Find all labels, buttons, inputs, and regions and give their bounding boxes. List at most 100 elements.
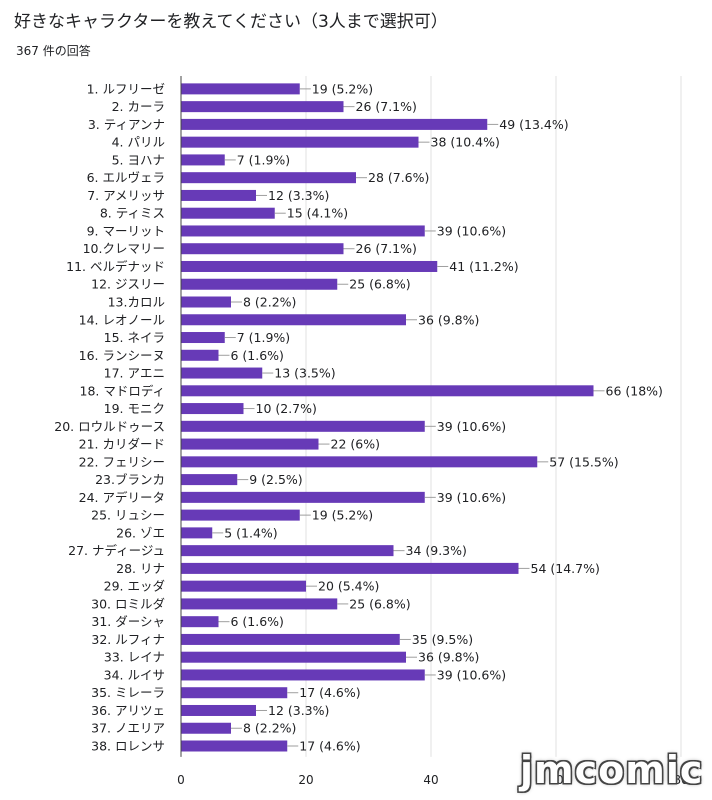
data-label: 36 (9.8%) (418, 650, 479, 665)
bar (181, 367, 263, 379)
bar (181, 651, 406, 663)
bar (181, 669, 425, 681)
bar (181, 243, 344, 255)
bar (181, 722, 231, 734)
category-label: 18. マドロディ (80, 383, 165, 398)
category-label: 17. アエニ (104, 366, 165, 381)
bar (181, 740, 288, 752)
data-label: 25 (6.8%) (349, 596, 410, 611)
category-label: 8. ティミス (100, 206, 165, 221)
data-label: 26 (7.1%) (356, 99, 417, 114)
bar (181, 633, 400, 645)
bar (181, 278, 338, 290)
data-label: 12 (3.3%) (268, 188, 329, 203)
category-label: 13.カロル (108, 295, 165, 310)
x-tick-label: 20 (298, 773, 313, 787)
category-label: 16. ランシーヌ (79, 348, 165, 363)
category-label: 33. レイナ (104, 650, 165, 665)
bar (181, 385, 594, 397)
category-label: 6. エルヴェラ (87, 170, 165, 185)
data-label: 25 (6.8%) (349, 277, 410, 292)
data-label: 26 (7.1%) (356, 241, 417, 256)
data-label: 13 (3.5%) (274, 366, 335, 381)
bar (181, 118, 488, 130)
category-label: 25. リュシー (91, 508, 165, 523)
data-label: 34 (9.3%) (406, 543, 467, 558)
bar (181, 687, 288, 699)
data-label: 39 (10.6%) (437, 490, 506, 505)
data-label: 8 (2.2%) (243, 295, 296, 310)
category-label: 21. カリダード (79, 437, 165, 452)
data-label: 39 (10.6%) (437, 419, 506, 434)
category-label: 3. ティアンナ (88, 117, 165, 132)
bar (181, 420, 425, 432)
category-labels: 1. ルフリーゼ 2. カーラ 3. ティアンナ 4. パリル 5. ヨハナ 6. エルヴ… (54, 81, 165, 753)
category-label: 4. パリル (112, 135, 165, 150)
response-count: 367 件の回答 (16, 44, 91, 58)
data-label: 7 (1.9%) (237, 152, 290, 167)
category-label: 1. ルフリーゼ (87, 81, 165, 96)
data-label: 5 (1.4%) (224, 525, 277, 540)
category-label: 30. ロミルダ (91, 596, 165, 611)
bar (181, 509, 300, 521)
data-label: 28 (7.6%) (368, 170, 429, 185)
data-label: 19 (5.2%) (312, 508, 373, 523)
data-label: 15 (4.1%) (287, 206, 348, 221)
category-label: 31. ダーシャ (91, 614, 165, 629)
bar (181, 562, 519, 574)
x-tick-labels: 0 20 40 60 80 (177, 773, 688, 787)
data-label: 20 (5.4%) (318, 579, 379, 594)
data-label: 38 (10.4%) (431, 135, 500, 150)
bar (181, 598, 338, 610)
bar (181, 545, 394, 557)
data-label: 49 (13.4%) (499, 117, 568, 132)
category-label: 2. カーラ (112, 99, 165, 114)
bar (181, 438, 319, 450)
category-label: 27. ナディージュ (68, 543, 165, 558)
data-label: 9 (2.5%) (249, 472, 302, 487)
bar (181, 527, 213, 539)
data-label: 39 (10.6%) (437, 223, 506, 238)
data-label: 39 (10.6%) (437, 667, 506, 682)
category-label: 22. フェリシー (79, 454, 165, 469)
bar (181, 314, 406, 326)
bar (181, 83, 300, 95)
category-label: 7. アメリッサ (87, 188, 165, 203)
category-label: 20. ロウルドゥース (54, 419, 165, 434)
category-label: 11. ベルデナッド (66, 259, 165, 274)
category-label: 24. アデリータ (79, 490, 165, 505)
category-label: 35. ミレーラ (91, 685, 165, 700)
watermark-logo: jmcomic (520, 748, 704, 792)
category-label: 34. ルイサ (104, 667, 165, 682)
bar (181, 580, 306, 592)
bars (181, 83, 594, 752)
data-label: 66 (18%) (606, 383, 663, 398)
category-label: 9. マーリット (87, 223, 165, 238)
bar (181, 225, 425, 237)
data-label: 36 (9.8%) (418, 312, 479, 327)
x-tick-label: 40 (423, 773, 438, 787)
category-label: 28. リナ (116, 561, 165, 576)
bar (181, 704, 256, 716)
data-label: 6 (1.6%) (231, 348, 284, 363)
data-label: 17 (4.6%) (299, 739, 360, 754)
bar (181, 136, 419, 148)
bar (181, 172, 356, 184)
category-label: 5. ヨハナ (112, 152, 165, 167)
x-tick-label: 60 (548, 773, 563, 787)
category-label: 26. ゾエ (116, 525, 165, 540)
data-label: 41 (11.2%) (449, 259, 518, 274)
bar (181, 403, 244, 415)
chart-title: 好きなキャラクターを教えてください（3人まで選択可） (14, 12, 448, 32)
data-label: 7 (1.9%) (237, 330, 290, 345)
data-label: 6 (1.6%) (231, 614, 284, 629)
category-label: 36. アリツェ (91, 703, 165, 718)
category-label: 14. レオノール (79, 312, 165, 327)
bar (181, 456, 538, 468)
bar (181, 154, 225, 166)
data-label: 12 (3.3%) (268, 703, 329, 718)
x-tick-label: 0 (177, 773, 185, 787)
data-label: 22 (6%) (331, 437, 380, 452)
data-label: 8 (2.2%) (243, 721, 296, 736)
bar (181, 189, 256, 201)
